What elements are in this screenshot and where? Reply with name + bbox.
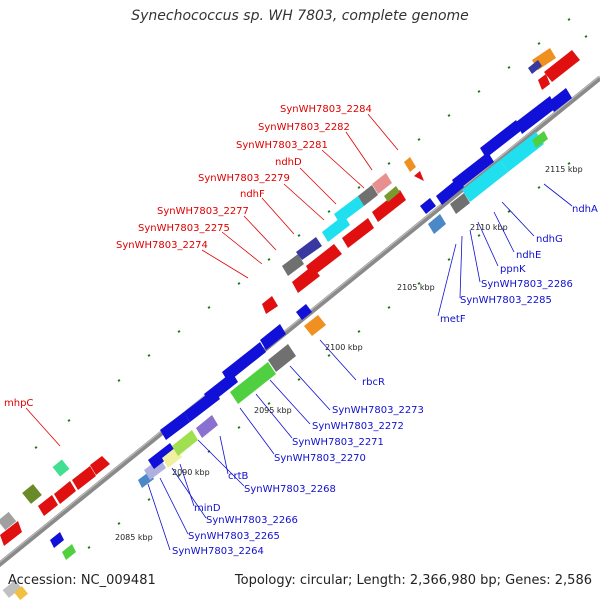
gene-red xyxy=(262,296,278,314)
gene-label: SynWH7803_2282 xyxy=(258,122,350,133)
gene-label: SynWH7803_2268 xyxy=(244,484,336,495)
genome-summary: Topology: circular; Length: 2,366,980 bp… xyxy=(234,573,592,588)
gene-label: SynWH7803_2281 xyxy=(236,140,328,151)
gene-blue xyxy=(480,120,522,158)
gene-label: SynWH7803_2279 xyxy=(198,173,290,184)
gene-label: SynWH7803_2270 xyxy=(274,453,366,464)
accession-label: Accession: NC_009481 xyxy=(8,573,156,588)
gene-label: ndhE xyxy=(516,250,541,261)
gene-red xyxy=(54,481,76,504)
gene-grey xyxy=(282,254,304,276)
gene-green xyxy=(230,362,276,404)
gene-red xyxy=(538,74,550,90)
gene-blue xyxy=(548,88,572,112)
gene-grey xyxy=(358,185,378,206)
gene-olive xyxy=(22,484,42,504)
gene-navy xyxy=(528,60,542,74)
gene-label: SynWH7803_2273 xyxy=(332,405,424,416)
gene-label: mhpC xyxy=(4,398,33,409)
scale-label: 2115 kbp xyxy=(545,165,583,174)
gene-label: SynWH7803_2271 xyxy=(292,437,384,448)
gene-olive xyxy=(384,186,400,202)
gene-label: rbcR xyxy=(362,377,385,388)
gene-label: metF xyxy=(440,314,466,325)
gene-label: ndhD xyxy=(275,157,302,168)
gene-blue xyxy=(296,304,312,320)
gene-label: ndhF xyxy=(240,189,265,200)
gene-label: ndhA xyxy=(572,204,598,215)
gene-label: SynWH7803_2272 xyxy=(312,421,404,432)
gene-red xyxy=(90,456,110,475)
gene-green xyxy=(62,544,76,560)
gene-red xyxy=(544,50,580,82)
gene-pink xyxy=(372,173,392,194)
gene-orange xyxy=(404,157,416,172)
gene-label: SynWH7803_2275 xyxy=(138,223,230,234)
scale-labels: 2085 kbp 2090 kbp 2095 kbp 2100 kbp 2105… xyxy=(115,165,583,542)
reverse-strand-genes[interactable] xyxy=(0,48,580,546)
gene-red xyxy=(372,190,406,222)
gene-purple xyxy=(196,415,218,438)
gene-cyan xyxy=(334,196,364,224)
map-title: Synechococcus sp. WH 7803, complete geno… xyxy=(131,8,469,24)
forward-gene-labels[interactable]: ndhA ndhG ndhE ppnK SynWH7803_2286 SynWH… xyxy=(172,204,598,557)
gene-red xyxy=(342,218,374,248)
gene-blue xyxy=(452,152,494,190)
reverse-gene-labels[interactable]: SynWH7803_2284 SynWH7803_2282 SynWH7803_… xyxy=(4,104,372,409)
outer-tick-track xyxy=(34,18,588,449)
gene-mint xyxy=(52,459,70,477)
scale-label: 2105 kbp xyxy=(397,283,435,292)
gene-green xyxy=(532,131,548,148)
gene-steelblue xyxy=(428,214,446,234)
scale-label: 2110 kbp xyxy=(470,223,508,232)
gene-navy xyxy=(296,237,322,260)
gene-label: ppnK xyxy=(500,264,526,275)
gene-label: SynWH7803_2266 xyxy=(206,515,298,526)
gene-label: crtB xyxy=(228,471,249,482)
gene-lime xyxy=(172,430,198,456)
genome-backbone-highlight xyxy=(0,75,600,563)
edge-genes xyxy=(2,580,29,600)
scale-label: 2090 kbp xyxy=(172,468,210,477)
gene-red xyxy=(72,466,96,490)
gene-blue xyxy=(420,198,436,214)
gene-orange xyxy=(304,315,326,336)
forward-leader-lines xyxy=(147,183,573,551)
gene-blue xyxy=(260,324,286,350)
gene-blue xyxy=(516,96,556,134)
gene-label: SynWH7803_2265 xyxy=(188,531,280,542)
gene-blue xyxy=(160,412,190,440)
gene-grey xyxy=(450,193,470,214)
gene-label: SynWH7803_2285 xyxy=(460,295,552,306)
scale-label: 2095 kbp xyxy=(254,406,292,415)
gene-red-small xyxy=(414,171,424,181)
gene-red xyxy=(306,244,342,277)
gene-label: SynWH7803_2264 xyxy=(172,546,264,557)
gene-blue xyxy=(222,342,266,382)
gene-label: ndhG xyxy=(536,234,563,245)
gene-red xyxy=(0,521,22,546)
genome-backbone xyxy=(0,76,600,568)
gene-grey xyxy=(0,511,17,531)
gene-blue xyxy=(50,532,64,548)
gene-label: SynWH7803_2286 xyxy=(481,279,573,290)
inner-tick-track xyxy=(87,162,571,549)
gene-label: SynWH7803_2274 xyxy=(116,240,208,251)
gene-grey xyxy=(268,344,296,372)
gene-label: minD xyxy=(194,503,221,514)
gene-cyan xyxy=(462,160,508,202)
gene-label: SynWH7803_2284 xyxy=(280,104,372,115)
gene-red xyxy=(38,495,58,516)
reverse-leader-lines xyxy=(25,113,399,447)
gene-blue xyxy=(148,443,176,469)
scale-label: 2100 kbp xyxy=(325,343,363,352)
gene-label: SynWH7803_2277 xyxy=(157,206,249,217)
forward-strand-genes[interactable] xyxy=(50,88,572,560)
scale-label: 2085 kbp xyxy=(115,533,153,542)
